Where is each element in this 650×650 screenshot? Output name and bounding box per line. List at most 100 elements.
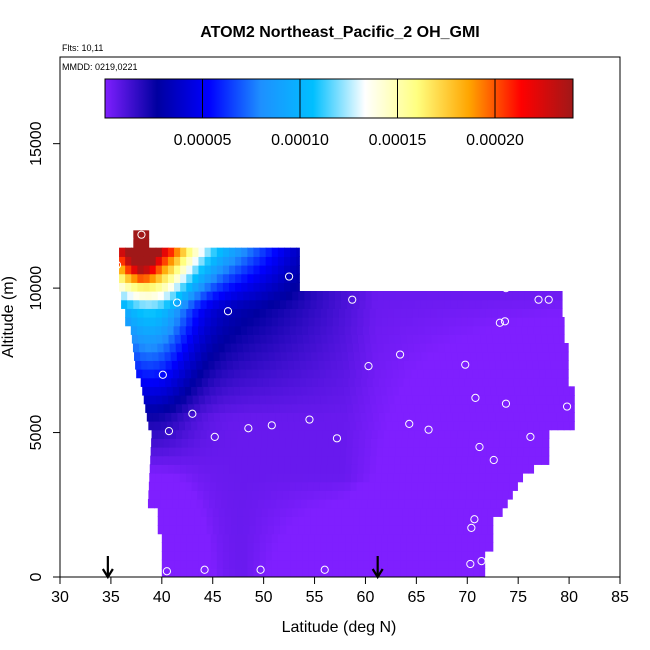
heatmap-cell xyxy=(449,395,456,405)
heatmap-cell xyxy=(277,542,285,552)
heatmap-cell xyxy=(169,516,177,526)
heatmap-cell xyxy=(424,551,432,561)
heatmap-cell xyxy=(351,568,358,577)
heatmap-cell xyxy=(479,568,486,577)
heatmap-cell xyxy=(478,490,485,500)
heatmap-cell xyxy=(289,325,297,335)
heatmap-cell xyxy=(494,351,502,361)
heatmap-cell xyxy=(406,317,413,327)
heatmap-cell xyxy=(257,360,264,370)
heatmap-cell xyxy=(150,447,158,457)
heatmap-cell xyxy=(180,308,187,318)
heatmap-cell xyxy=(386,386,394,396)
heatmap-cell xyxy=(393,568,401,577)
heatmap-cell xyxy=(271,265,279,275)
heatmap-cell xyxy=(198,395,206,405)
heatmap-cell xyxy=(497,325,505,335)
heatmap-cell xyxy=(396,507,403,517)
heatmap-cell xyxy=(374,421,382,431)
heatmap-cell xyxy=(148,421,156,431)
heatmap-cell xyxy=(296,265,300,275)
heatmap-cell xyxy=(212,429,220,439)
heatmap-cell xyxy=(455,568,462,577)
heatmap-cell xyxy=(352,343,360,353)
heatmap-cell xyxy=(273,438,280,448)
sample-point xyxy=(210,432,219,441)
heatmap-cell xyxy=(478,421,485,431)
heatmap-cell xyxy=(264,386,272,396)
heatmap-cell xyxy=(296,568,303,577)
heatmap-cell xyxy=(516,464,524,474)
heatmap-cell xyxy=(418,559,426,569)
heatmap-cell xyxy=(557,386,565,396)
heatmap-cell xyxy=(426,291,434,301)
heatmap-cell xyxy=(560,343,568,353)
heatmap-cell xyxy=(161,464,169,474)
heatmap-cell xyxy=(474,438,482,448)
heatmap-cell xyxy=(206,438,213,448)
heatmap-cell xyxy=(414,507,422,517)
heatmap-cell xyxy=(461,455,469,465)
heatmap-cell xyxy=(127,299,134,309)
heatmap-cell xyxy=(436,473,444,483)
heatmap-cell xyxy=(503,317,511,327)
heatmap-cell xyxy=(380,386,388,396)
heatmap-cell xyxy=(463,299,470,309)
heatmap-cell xyxy=(293,360,301,370)
heatmap-cell xyxy=(323,412,331,422)
heatmap-cell xyxy=(398,490,406,500)
heatmap-cell xyxy=(389,343,397,353)
sample-point xyxy=(424,425,433,434)
heatmap-cell xyxy=(351,317,358,327)
sample-point xyxy=(500,317,510,326)
heatmap-cell xyxy=(515,473,523,483)
heatmap-cell xyxy=(426,438,433,448)
heatmap-cell xyxy=(393,542,401,552)
heatmap-cell xyxy=(447,499,454,509)
heatmap-cell xyxy=(478,369,485,379)
heatmap-cell xyxy=(509,325,517,335)
heatmap-cell xyxy=(448,559,456,569)
heatmap-cell xyxy=(140,377,148,387)
heatmap-cell xyxy=(411,386,418,396)
x-tick-label: 60 xyxy=(357,589,375,606)
heatmap-cell xyxy=(231,351,239,361)
heatmap-cell xyxy=(342,412,349,422)
heatmap-cell xyxy=(382,455,390,465)
heatmap-cell xyxy=(444,429,452,439)
heatmap-cell xyxy=(345,464,352,474)
heatmap-cell xyxy=(376,447,384,457)
heatmap-cell xyxy=(267,403,275,413)
heatmap-cell xyxy=(510,455,518,465)
heatmap-cell xyxy=(241,247,248,257)
heatmap-cell xyxy=(479,317,487,327)
heatmap-cell xyxy=(328,516,336,526)
sample-point xyxy=(149,233,158,242)
heatmap-cell xyxy=(186,551,193,561)
heatmap-cell xyxy=(431,455,438,465)
heatmap-cell xyxy=(192,308,200,318)
heatmap-cell xyxy=(270,369,278,379)
heatmap-cell xyxy=(349,386,357,396)
heatmap-cell xyxy=(347,299,354,309)
heatmap-cell xyxy=(376,334,383,344)
heatmap-cell xyxy=(378,351,386,361)
heatmap-cell xyxy=(260,447,268,457)
heatmap-cell xyxy=(473,395,481,405)
heatmap-cell xyxy=(479,542,487,552)
heatmap-cell xyxy=(411,473,419,483)
heatmap-cell xyxy=(224,507,232,517)
heatmap-cell xyxy=(552,308,560,318)
sample-point xyxy=(267,421,276,430)
heatmap-cell xyxy=(555,351,563,361)
heatmap-cell xyxy=(503,308,511,318)
heatmap-cell xyxy=(201,351,208,361)
sample-point xyxy=(395,350,405,359)
heatmap-cell xyxy=(441,386,449,396)
heatmap-cell xyxy=(554,343,562,353)
heatmap-cell xyxy=(340,438,348,448)
sample-point xyxy=(440,263,449,272)
heatmap-cell xyxy=(363,464,371,474)
heatmap-cell xyxy=(369,464,377,474)
heatmap-cell xyxy=(307,481,315,491)
